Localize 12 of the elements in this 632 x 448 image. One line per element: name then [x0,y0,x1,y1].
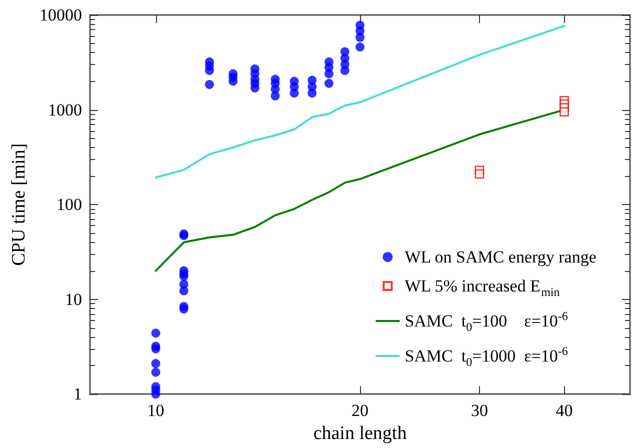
x-tick-label: 30 [470,401,488,420]
x-tick-label: 10 [147,401,164,420]
y-axis-title: CPU time [min] [8,143,30,266]
x-axis-title: chain length [313,423,408,444]
x-tick-label: 40 [556,401,573,420]
y-tick-label: 100 [56,195,82,214]
y-tick-label: 10 [65,290,82,309]
x-tick-label: 20 [352,401,368,420]
y-tick-label: 10000 [40,6,82,24]
legend-label: WL on SAMC energy range [404,248,596,266]
y-tick-label: 1000 [48,100,82,120]
y-tick-label: 1 [74,384,82,404]
